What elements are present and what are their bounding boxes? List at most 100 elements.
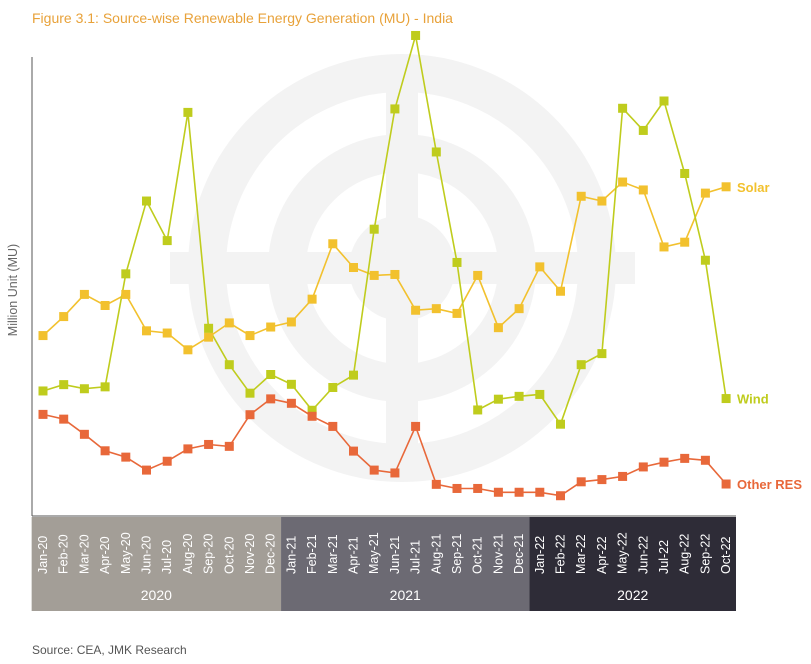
x-tick-label: Jun-20 xyxy=(140,536,154,574)
data-point-other xyxy=(535,487,545,497)
x-tick-label: Mar-21 xyxy=(326,534,340,574)
data-point-other xyxy=(121,452,131,462)
data-point-solar xyxy=(369,270,379,280)
data-point-wind xyxy=(142,196,151,206)
x-tick-label: Dec-20 xyxy=(264,534,278,574)
chart-title: Figure 3.1: Source-wise Renewable Energy… xyxy=(32,10,453,26)
source-note: Source: CEA, JMK Research xyxy=(32,643,187,657)
x-tick-label: Sep-20 xyxy=(202,534,216,574)
data-point-wind xyxy=(721,394,731,404)
data-point-other xyxy=(328,421,338,431)
year-label-2021: 2021 xyxy=(390,587,421,603)
x-tick-label: May-20 xyxy=(119,532,133,574)
data-point-solar xyxy=(721,182,731,192)
data-point-solar xyxy=(680,237,690,247)
data-point-other xyxy=(349,446,358,456)
data-point-other xyxy=(390,468,400,478)
data-point-other xyxy=(369,465,379,475)
watermark-logo xyxy=(170,54,635,482)
data-point-solar xyxy=(411,305,421,315)
data-point-solar xyxy=(38,331,48,341)
data-point-other xyxy=(204,439,214,449)
data-point-other xyxy=(411,421,421,431)
data-point-solar xyxy=(328,239,338,249)
data-point-wind xyxy=(390,104,400,114)
data-point-other xyxy=(493,487,503,497)
data-point-other xyxy=(700,455,710,465)
data-point-solar xyxy=(473,270,483,280)
x-tick-label: Oct-20 xyxy=(222,536,236,574)
data-point-wind xyxy=(369,224,379,234)
x-tick-label: Sep-21 xyxy=(450,534,464,574)
x-tick-label: Sep-22 xyxy=(698,534,712,574)
data-point-solar xyxy=(79,289,89,299)
data-point-other xyxy=(142,465,151,475)
data-point-other xyxy=(183,444,193,454)
data-point-other xyxy=(680,453,690,463)
data-point-other xyxy=(659,457,669,467)
data-point-wind xyxy=(514,391,524,401)
data-point-wind xyxy=(556,419,565,429)
series-label-wind: Wind xyxy=(737,392,769,407)
x-tick-label: Feb-20 xyxy=(57,534,71,574)
data-point-wind xyxy=(286,379,296,389)
x-tick-label: Feb-22 xyxy=(554,534,568,574)
data-point-solar xyxy=(452,308,462,318)
data-point-other xyxy=(721,479,731,489)
data-point-wind xyxy=(700,255,710,265)
x-tick-label: Jul-21 xyxy=(409,540,423,574)
series-label-other: Other RES xyxy=(737,477,802,492)
x-tick-label: Dec-21 xyxy=(512,534,526,574)
data-point-other xyxy=(307,411,317,421)
x-tick-label: Nov-20 xyxy=(243,534,257,574)
data-point-wind xyxy=(349,370,358,380)
data-point-solar xyxy=(142,326,151,336)
data-point-wind xyxy=(535,389,545,399)
x-tick-label: Apr-21 xyxy=(347,536,361,574)
data-point-solar xyxy=(266,322,276,332)
x-tick-label: Aug-20 xyxy=(181,534,195,574)
data-point-solar xyxy=(431,304,441,314)
x-tick-label: Mar-20 xyxy=(77,534,91,574)
data-point-other xyxy=(38,409,48,419)
data-point-other xyxy=(618,471,628,481)
data-point-other xyxy=(266,394,276,404)
data-point-solar xyxy=(618,177,628,187)
x-tick-label: Apr-22 xyxy=(595,536,609,574)
x-tick-label: Aug-22 xyxy=(678,534,692,574)
data-point-wind xyxy=(597,349,607,359)
year-band-2022 xyxy=(529,517,736,611)
data-point-other xyxy=(576,477,586,487)
data-point-other xyxy=(100,446,110,456)
data-point-wind xyxy=(162,236,172,246)
data-point-solar xyxy=(100,300,110,310)
data-point-other xyxy=(224,441,234,451)
data-point-solar xyxy=(556,286,565,296)
data-point-wind xyxy=(183,107,193,117)
y-axis-label: Million Unit (MU) xyxy=(6,244,20,336)
series-line-wind xyxy=(42,35,727,426)
data-point-solar xyxy=(307,294,317,304)
data-point-solar xyxy=(286,317,296,327)
year-band-2021 xyxy=(281,517,530,611)
data-point-solar xyxy=(597,196,607,206)
x-tick-label: Oct-22 xyxy=(719,536,733,574)
year-label-2020: 2020 xyxy=(141,587,172,603)
data-point-wind xyxy=(38,386,48,396)
data-point-solar xyxy=(638,185,648,195)
data-point-wind xyxy=(473,405,483,415)
data-point-other xyxy=(162,456,172,466)
year-band-2020 xyxy=(31,517,282,611)
data-point-wind xyxy=(307,405,317,415)
data-point-wind xyxy=(79,384,89,394)
x-tick-label: Aug-21 xyxy=(429,534,443,574)
data-point-wind xyxy=(328,382,338,392)
data-point-wind xyxy=(245,388,255,398)
data-point-solar xyxy=(700,188,710,198)
data-point-other xyxy=(79,429,89,439)
x-tick-label: Nov-21 xyxy=(491,534,505,574)
data-point-solar xyxy=(59,312,69,322)
data-point-other xyxy=(286,398,296,408)
data-point-wind xyxy=(204,323,214,333)
